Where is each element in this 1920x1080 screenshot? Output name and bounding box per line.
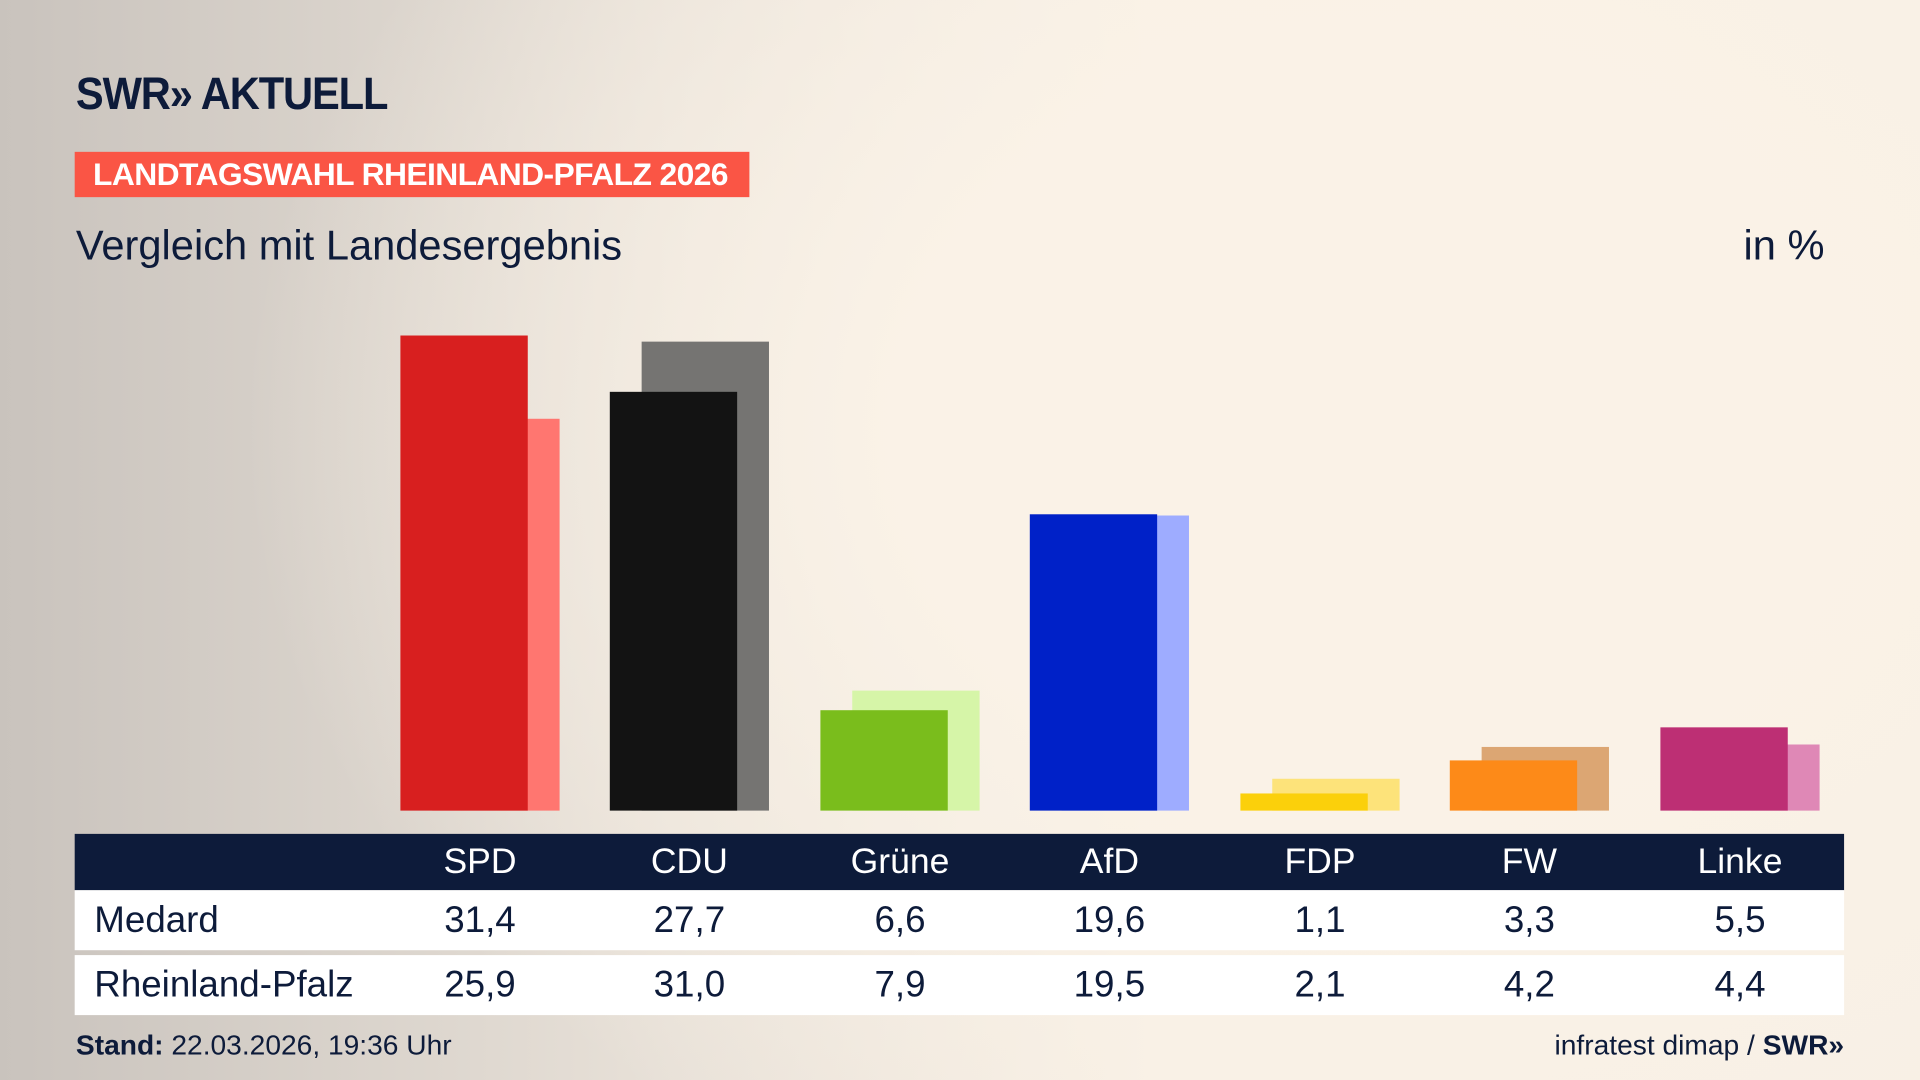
party-header: Linke [1697, 842, 1783, 882]
chart-subtitle: Vergleich mit Landesergebnis [75, 222, 623, 270]
source: infratest dimap / SWR» [1555, 1029, 1845, 1062]
stand-value: 22.03.2026, 19:36 Uhr [171, 1028, 452, 1061]
party-header: SPD [443, 842, 517, 882]
party-header: AfD [1079, 842, 1139, 882]
value-cell: 4,2 [1503, 964, 1555, 1006]
swr-aktuell-logo: SWR» AKTUELL [75, 68, 389, 119]
table-row: Rheinland-Pfalz 25,9 31,0 7,9 19,5 2,1 4,2 4,4 [74, 955, 1845, 1016]
stand-label: Stand: [75, 1028, 164, 1061]
election-tag: LANDTAGSWAHL RHEINLAND-PFALZ 2026 [74, 151, 750, 198]
value-cell: 3,3 [1503, 900, 1555, 941]
value-cell: 19,6 [1073, 900, 1146, 941]
unit-label: in % [1743, 222, 1825, 270]
value-cell: 31,0 [653, 964, 726, 1006]
bar-local-cdu [609, 391, 738, 811]
bar-local-linke [1660, 727, 1788, 811]
bar-local-afd [1029, 514, 1158, 811]
row-label: Medard [94, 900, 219, 941]
party-header: FDP [1284, 842, 1356, 882]
row-label: Rheinland-Pfalz [94, 964, 354, 1006]
swr-logo: SWR» [1762, 1028, 1845, 1061]
value-cell: 4,4 [1714, 964, 1766, 1006]
party-header: Grüne [850, 842, 950, 882]
bar-local-fw [1449, 760, 1578, 811]
source-text: infratest dimap / [1554, 1028, 1755, 1061]
bar-local-fdp [1240, 793, 1368, 811]
bar-local-grüne [820, 710, 948, 811]
value-cell: 6,6 [874, 900, 926, 941]
value-cell: 25,9 [444, 964, 516, 1006]
value-cell: 5,5 [1714, 900, 1766, 941]
value-cell: 27,7 [653, 900, 726, 941]
value-cell: 7,9 [874, 964, 926, 1006]
bar-local-spd [400, 335, 528, 811]
value-cell: 31,4 [444, 900, 516, 941]
value-cell: 1,1 [1294, 900, 1346, 941]
value-cell: 2,1 [1294, 964, 1346, 1006]
table-row: Medard 31,4 27,7 6,6 19,6 1,1 3,3 5,5 [74, 890, 1845, 951]
timestamp: Stand: 22.03.2026, 19:36 Uhr [76, 1029, 452, 1062]
party-header: FW [1501, 842, 1557, 882]
table-header: SPD CDU Grüne AfD FDP FW Linke [74, 833, 1845, 891]
party-header: CDU [650, 842, 728, 882]
value-cell: 19,5 [1073, 964, 1146, 1006]
